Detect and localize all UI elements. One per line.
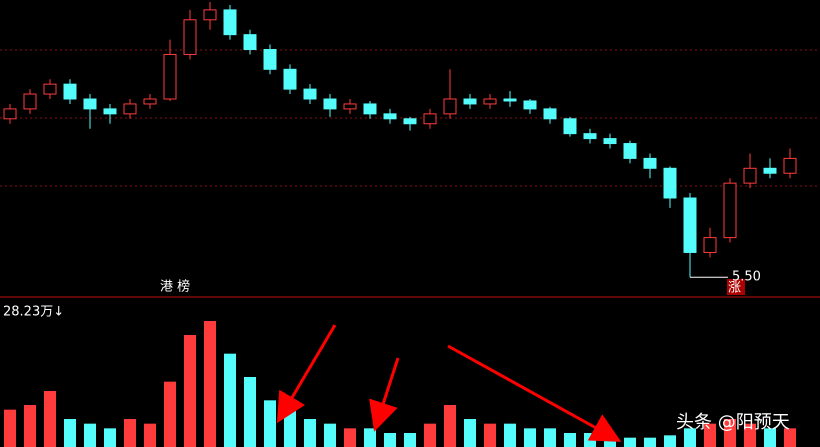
volume-bar bbox=[784, 428, 796, 447]
volume-bar bbox=[684, 428, 696, 447]
candle-body bbox=[603, 138, 617, 145]
volume-bar bbox=[564, 433, 576, 447]
candle-body bbox=[523, 100, 537, 110]
candle-body bbox=[383, 113, 397, 120]
low-tag-box bbox=[727, 279, 745, 295]
volume-bar bbox=[404, 433, 416, 447]
candle-body bbox=[163, 53, 177, 100]
candle-body bbox=[143, 98, 157, 105]
volume-bar bbox=[244, 377, 256, 447]
volume-bar bbox=[464, 419, 476, 447]
volume-bar bbox=[344, 428, 356, 447]
candle-body bbox=[63, 83, 77, 100]
volume-bar bbox=[164, 381, 176, 447]
volume-bar bbox=[424, 423, 436, 447]
candle-body bbox=[623, 143, 637, 159]
volume-bar bbox=[364, 428, 376, 447]
volume-bar bbox=[124, 419, 136, 447]
candle-body bbox=[343, 103, 357, 110]
low-label: 5.50 bbox=[732, 270, 761, 285]
candle-body bbox=[563, 118, 577, 135]
volume-bar bbox=[484, 423, 496, 447]
candle-body bbox=[463, 98, 477, 105]
candle-body bbox=[423, 113, 437, 125]
candle-body bbox=[283, 68, 297, 90]
volume-bar bbox=[284, 409, 296, 447]
candle-body bbox=[443, 98, 457, 115]
candle-body bbox=[3, 108, 17, 120]
candle-body bbox=[703, 237, 717, 253]
candle-body bbox=[243, 34, 257, 51]
candle-body bbox=[43, 83, 57, 95]
volume-bar bbox=[224, 353, 236, 447]
low-tag: 涨 bbox=[728, 281, 741, 296]
volume-bar bbox=[24, 405, 36, 447]
candle-body bbox=[763, 167, 777, 174]
volume-bar bbox=[764, 428, 776, 447]
volume-bar bbox=[624, 437, 636, 447]
candle-body bbox=[403, 118, 417, 125]
candle-body bbox=[203, 9, 217, 21]
volume-bar bbox=[644, 437, 656, 447]
event-tag: 港 榜 bbox=[160, 279, 190, 295]
candle-body bbox=[663, 167, 677, 199]
candle-body bbox=[363, 103, 377, 115]
candle-body bbox=[643, 157, 657, 169]
volume-bar bbox=[664, 435, 676, 447]
candle-body bbox=[303, 88, 317, 100]
volume-bar bbox=[4, 409, 16, 447]
volume-label: 28.23万↓ bbox=[3, 305, 64, 320]
volume-bar bbox=[184, 335, 196, 447]
volume-bar bbox=[444, 405, 456, 447]
volume-bar bbox=[204, 321, 216, 447]
candle-body bbox=[323, 98, 337, 110]
candle-body bbox=[263, 49, 277, 70]
candle-body bbox=[543, 108, 557, 120]
volume-bar bbox=[64, 419, 76, 447]
watermark: 头条 @阳预天 bbox=[676, 412, 790, 433]
candle-body bbox=[123, 103, 137, 115]
candle-body bbox=[103, 108, 117, 115]
volume-bar bbox=[304, 419, 316, 447]
candle-body bbox=[723, 182, 737, 239]
candle-body bbox=[503, 98, 517, 102]
volume-bar bbox=[44, 391, 56, 447]
candle-body bbox=[583, 133, 597, 140]
volume-bar bbox=[264, 400, 276, 447]
volume-bar bbox=[744, 423, 756, 447]
volume-bar bbox=[524, 428, 536, 447]
arrows bbox=[276, 324, 622, 442]
volume-bar bbox=[544, 428, 556, 447]
volume-bar bbox=[384, 433, 396, 447]
volume-bar bbox=[144, 423, 156, 447]
candle-body bbox=[743, 167, 757, 184]
volume-bar bbox=[324, 423, 336, 447]
volume-bar bbox=[704, 423, 716, 447]
candle-body bbox=[783, 157, 797, 174]
candle-body bbox=[683, 197, 697, 253]
candle-body bbox=[83, 98, 97, 110]
volume-bar bbox=[84, 423, 96, 447]
volume-bar bbox=[584, 433, 596, 447]
volume-bar bbox=[104, 428, 116, 447]
volume-bar bbox=[504, 423, 516, 447]
candle-body bbox=[23, 93, 37, 110]
candle-body bbox=[483, 98, 497, 105]
candle-body bbox=[223, 9, 237, 36]
volume-bar bbox=[724, 419, 736, 447]
candle-body bbox=[183, 19, 197, 55]
